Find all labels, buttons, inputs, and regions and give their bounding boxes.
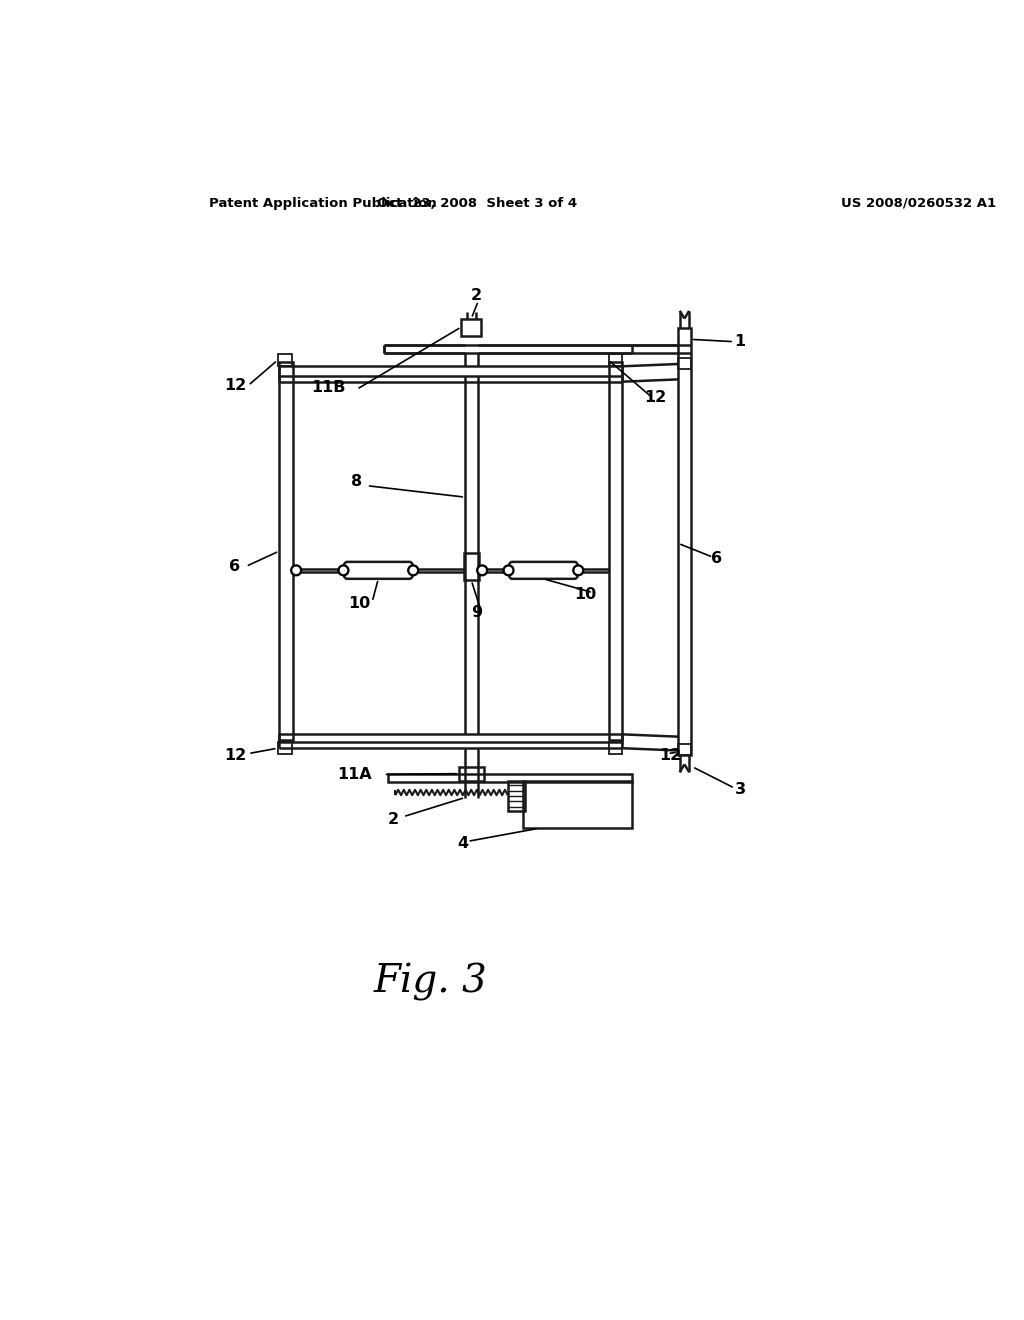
- Bar: [678, 744, 690, 755]
- Text: 6: 6: [712, 552, 723, 566]
- Bar: [280, 367, 623, 376]
- Circle shape: [293, 568, 299, 573]
- Text: 12: 12: [644, 389, 667, 405]
- Text: 12: 12: [659, 747, 682, 763]
- Circle shape: [575, 568, 582, 573]
- Text: 10: 10: [348, 595, 370, 611]
- Bar: [388, 775, 632, 781]
- Bar: [608, 742, 623, 755]
- Text: 11A: 11A: [337, 767, 372, 781]
- Bar: [508, 780, 524, 812]
- Bar: [678, 327, 690, 755]
- Bar: [278, 354, 292, 367]
- Bar: [459, 767, 483, 780]
- Text: 11B: 11B: [310, 380, 345, 396]
- FancyBboxPatch shape: [509, 562, 578, 578]
- Bar: [608, 354, 623, 367]
- Circle shape: [479, 568, 485, 573]
- Text: Fig. 3: Fig. 3: [374, 964, 487, 1002]
- Circle shape: [506, 568, 512, 573]
- Bar: [280, 363, 293, 739]
- Text: US 2008/0260532 A1: US 2008/0260532 A1: [841, 197, 996, 210]
- Circle shape: [477, 565, 487, 576]
- Text: 6: 6: [229, 558, 241, 574]
- Text: 2: 2: [471, 288, 482, 304]
- Circle shape: [503, 565, 514, 576]
- Circle shape: [291, 565, 302, 576]
- Text: 10: 10: [574, 586, 596, 602]
- Bar: [280, 734, 623, 742]
- FancyBboxPatch shape: [344, 562, 413, 578]
- Text: Oct. 23, 2008  Sheet 3 of 4: Oct. 23, 2008 Sheet 3 of 4: [377, 197, 577, 210]
- Circle shape: [572, 565, 584, 576]
- Bar: [678, 358, 690, 368]
- Text: 12: 12: [224, 747, 246, 763]
- Circle shape: [340, 568, 346, 573]
- Text: 1: 1: [734, 334, 745, 350]
- Bar: [278, 742, 292, 755]
- Circle shape: [338, 565, 349, 576]
- Circle shape: [408, 565, 419, 576]
- Text: 2: 2: [387, 812, 398, 826]
- Text: 12: 12: [224, 378, 246, 393]
- Bar: [608, 363, 623, 739]
- Bar: [461, 318, 481, 335]
- Bar: [464, 553, 479, 581]
- Text: Patent Application Publication: Patent Application Publication: [209, 197, 437, 210]
- Bar: [523, 780, 632, 829]
- Circle shape: [410, 568, 417, 573]
- Text: 4: 4: [458, 836, 468, 851]
- Text: 9: 9: [471, 605, 482, 620]
- Text: 3: 3: [734, 783, 745, 797]
- Text: 8: 8: [351, 474, 362, 490]
